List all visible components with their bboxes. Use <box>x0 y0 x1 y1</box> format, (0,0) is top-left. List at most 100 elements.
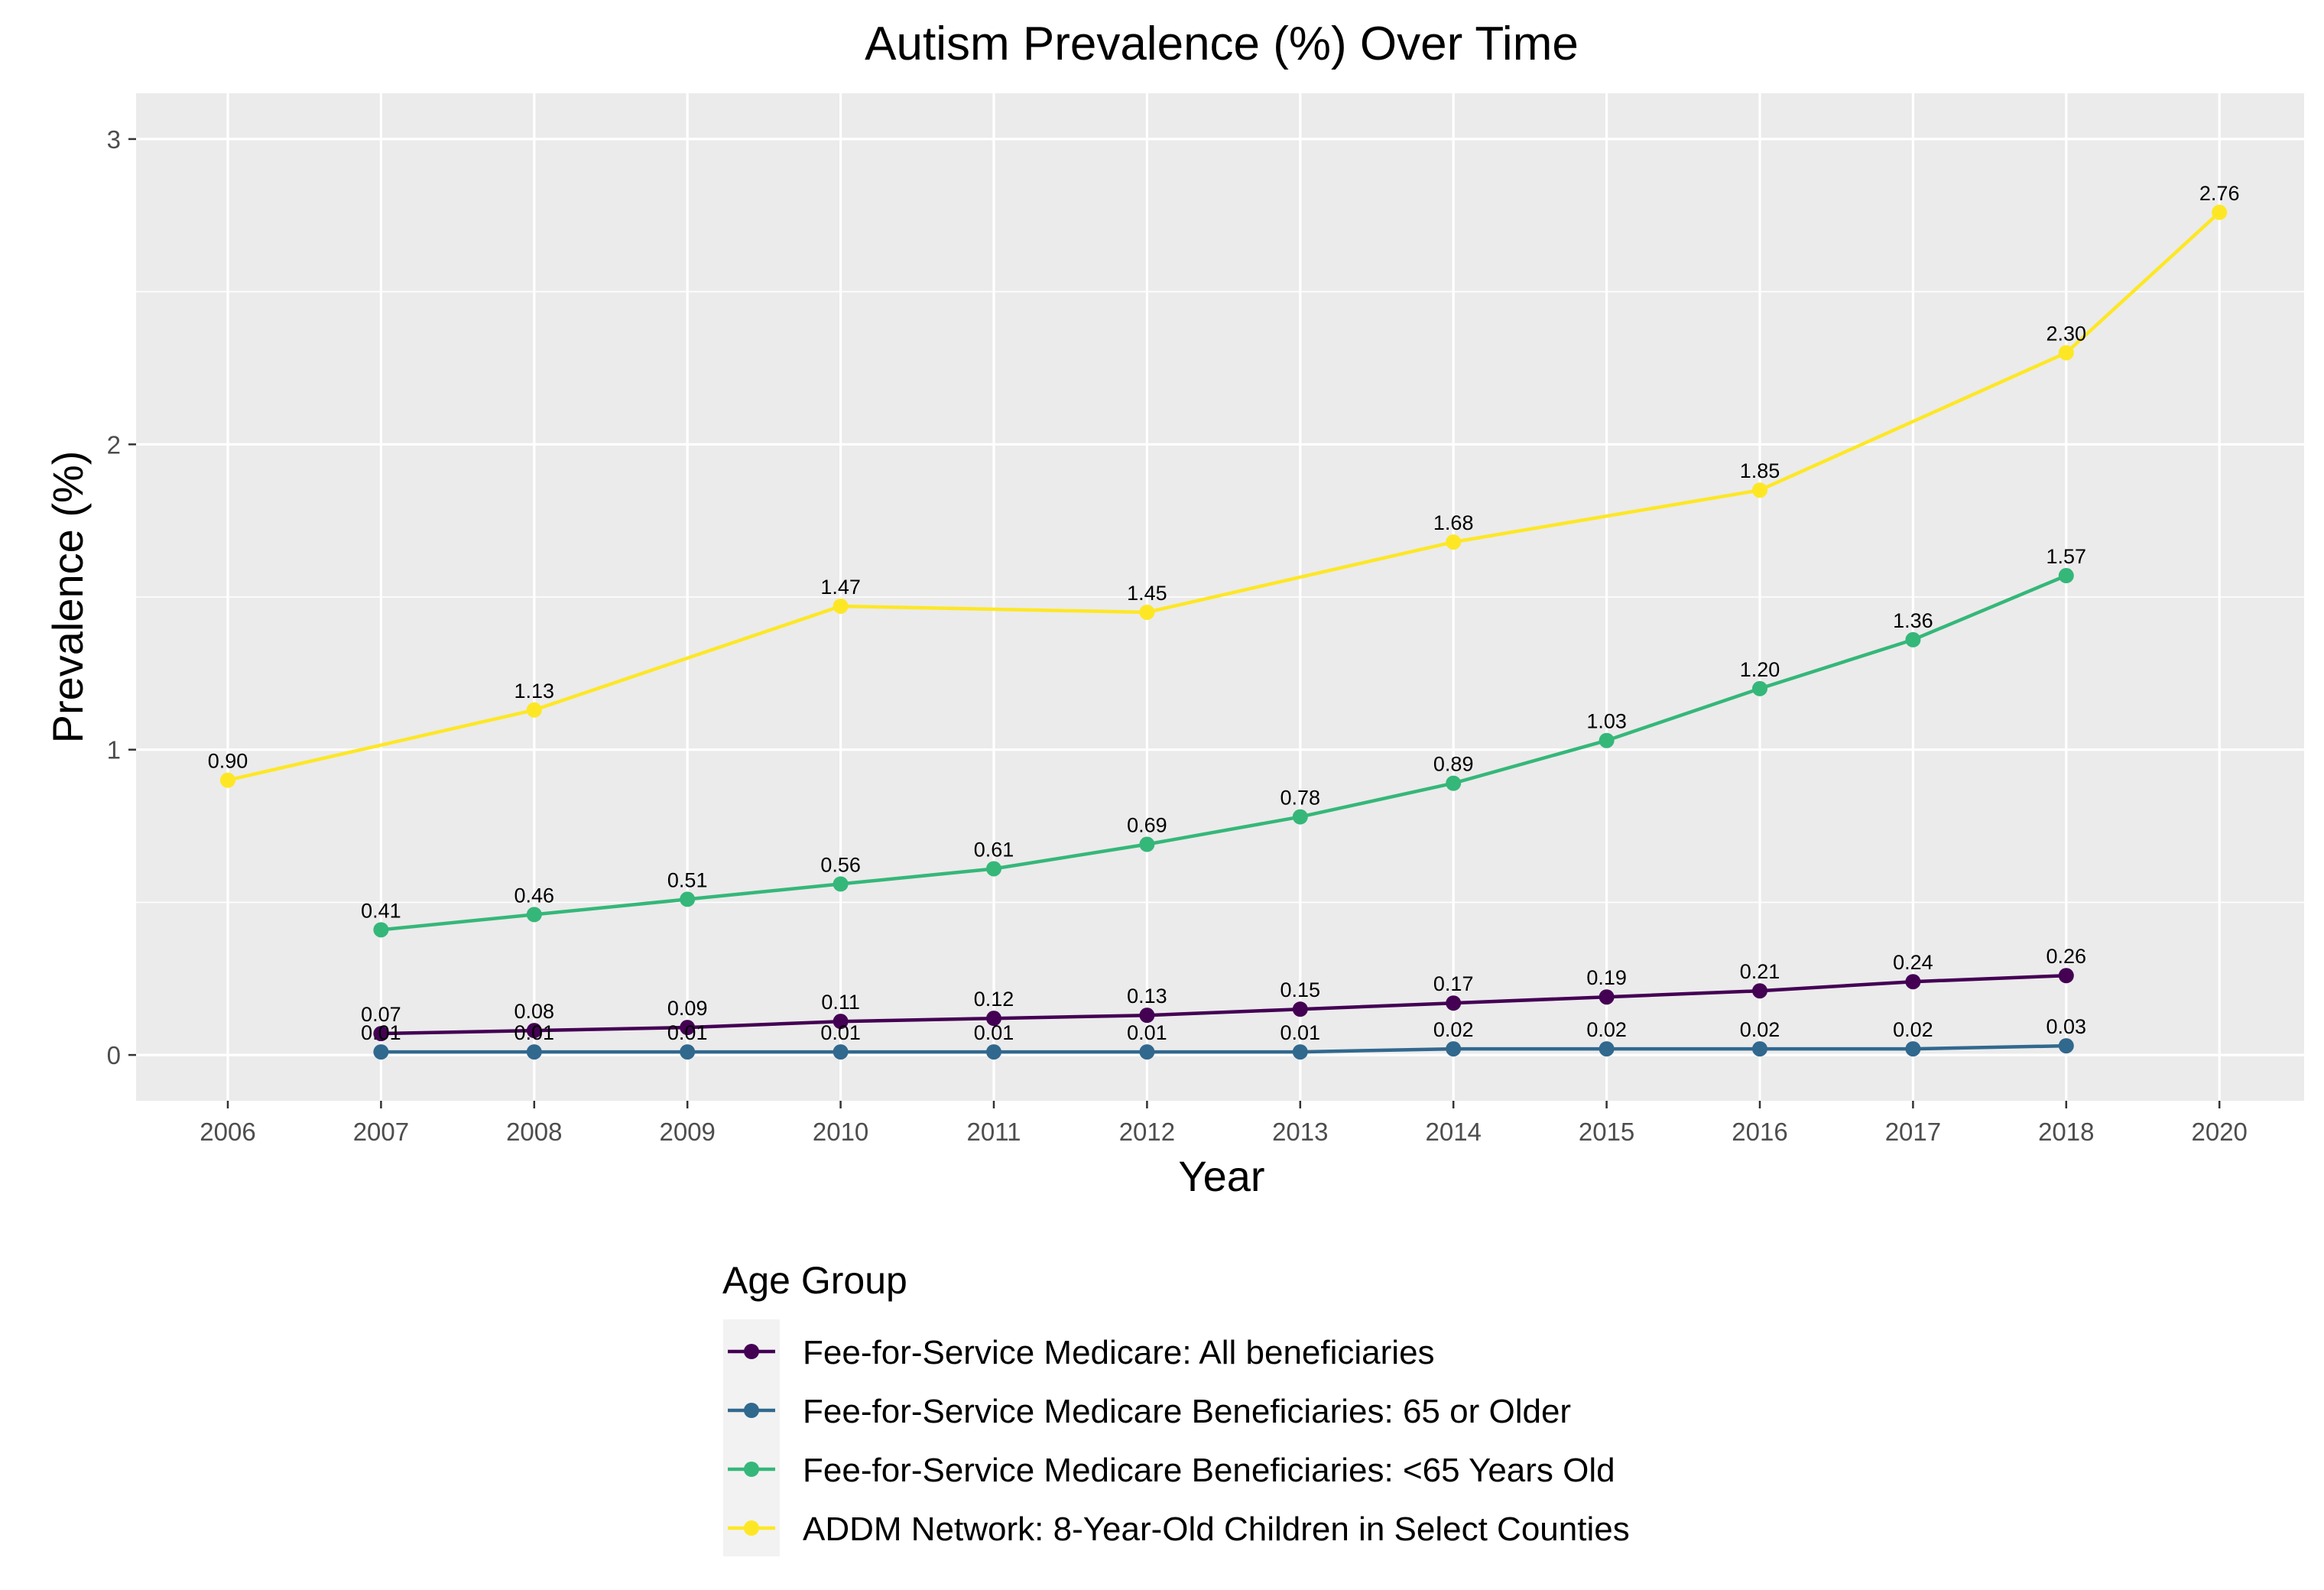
data-label: 0.19 <box>1586 966 1627 989</box>
data-label: 0.13 <box>1127 985 1167 1008</box>
data-point <box>1446 1041 1462 1057</box>
data-point <box>1599 732 1615 748</box>
data-label: 1.03 <box>1586 710 1627 733</box>
data-point <box>986 1044 1001 1060</box>
data-label: 0.61 <box>974 838 1014 861</box>
data-label: 0.90 <box>208 750 248 773</box>
data-label: 0.46 <box>514 884 555 907</box>
y-axis-title: Prevalence (%) <box>44 451 92 744</box>
series-line <box>381 973 2066 1036</box>
y-axis: 0 1 2 3 <box>107 125 136 1069</box>
legend: Age Group Fee-for-Service Medicare: All … <box>722 1259 1630 1556</box>
x-tick-label: 2017 <box>1885 1118 1941 1146</box>
legend-label: ADDM Network: 8-Year-Old Children in Sel… <box>803 1510 1630 1548</box>
data-label: 1.85 <box>1740 459 1780 482</box>
data-point <box>373 1026 389 1042</box>
data-label: 0.01 <box>1127 1021 1167 1044</box>
data-point <box>1139 604 1155 620</box>
data-point <box>1905 974 1921 990</box>
legend-label: Fee-for-Service Medicare Beneficiaries: … <box>803 1452 1615 1489</box>
data-label: 1.47 <box>820 576 861 599</box>
series-4 <box>220 204 2228 788</box>
legend-key-point <box>744 1462 759 1477</box>
data-labels: 0.07 0.08 0.09 0.11 0.12 0.13 0.15 0.17 0.19 0.21… <box>208 182 2240 1044</box>
data-point <box>833 1044 849 1060</box>
legend-item: Fee-for-Service Medicare Beneficiaries: … <box>728 1452 1615 1489</box>
legend-item: Fee-for-Service Medicare: All beneficiar… <box>728 1334 1435 1371</box>
series-line <box>381 573 2067 932</box>
data-point <box>1599 989 1615 1005</box>
data-point <box>2212 204 2228 220</box>
data-label: 0.01 <box>361 1021 401 1044</box>
data-point <box>680 891 696 907</box>
data-label: 0.01 <box>974 1021 1014 1044</box>
data-point <box>373 922 389 938</box>
chart-title: Autism Prevalence (%) Over Time <box>865 18 1579 70</box>
legend-item: ADDM Network: 8-Year-Old Children in Sel… <box>728 1510 1630 1548</box>
data-point <box>1905 1041 1921 1057</box>
data-point <box>1292 1044 1308 1060</box>
x-axis-title: Year <box>1178 1152 1264 1200</box>
data-label: 0.89 <box>1433 753 1474 776</box>
data-label: 1.57 <box>2046 545 2087 568</box>
x-tick-label: 2018 <box>2038 1118 2094 1146</box>
data-label: 0.56 <box>820 853 861 876</box>
data-point <box>1139 1044 1155 1060</box>
data-label: 0.11 <box>821 991 860 1014</box>
data-label: 2.30 <box>2046 322 2087 345</box>
legend-key-point <box>744 1344 759 1359</box>
x-tick-label: 2010 <box>813 1118 868 1146</box>
data-point <box>1752 680 1767 696</box>
y-tick-label: 2 <box>107 430 121 459</box>
series-line <box>227 211 2221 782</box>
data-point <box>526 702 542 718</box>
data-label: 0.26 <box>2046 945 2087 968</box>
data-point <box>1752 482 1767 498</box>
x-tick-label: 2011 <box>967 1118 1021 1146</box>
data-point <box>2058 1038 2074 1054</box>
series-3 <box>373 568 2074 938</box>
data-point <box>1292 809 1308 825</box>
x-tick-label: 2006 <box>200 1118 255 1146</box>
data-point <box>2058 568 2074 584</box>
x-tick-label: 2016 <box>1732 1118 1787 1146</box>
data-label: 0.78 <box>1280 787 1321 810</box>
data-label: 0.01 <box>1280 1021 1321 1044</box>
series-2 <box>373 1038 2074 1060</box>
data-label: 0.02 <box>1586 1018 1627 1041</box>
data-label: 1.36 <box>1893 609 1933 632</box>
data-label: 0.15 <box>1280 978 1321 1001</box>
data-point <box>1139 1008 1155 1024</box>
data-point <box>833 598 849 614</box>
data-point <box>526 907 542 923</box>
data-point <box>680 1020 696 1036</box>
legend-items: Fee-for-Service Medicare: All beneficiar… <box>728 1334 1630 1548</box>
legend-label: Fee-for-Service Medicare Beneficiaries: … <box>803 1393 1571 1430</box>
legend-item: Fee-for-Service Medicare Beneficiaries: … <box>728 1393 1571 1430</box>
data-point <box>1599 1041 1615 1057</box>
legend-key-point <box>744 1403 759 1418</box>
data-point <box>373 1044 389 1060</box>
data-label: 1.20 <box>1740 658 1780 681</box>
data-point <box>526 1044 542 1060</box>
data-label: 1.13 <box>514 680 555 703</box>
data-label: 0.08 <box>514 1000 555 1023</box>
data-point <box>680 1044 696 1060</box>
data-point <box>833 1014 849 1030</box>
series-lines <box>220 204 2228 1060</box>
y-tick-label: 3 <box>107 125 121 154</box>
data-label: 0.01 <box>667 1021 708 1044</box>
x-tick-label: 2013 <box>1272 1118 1328 1146</box>
data-point <box>2058 968 2074 984</box>
data-label: 0.02 <box>1740 1018 1780 1041</box>
data-point <box>1752 1041 1767 1057</box>
data-label: 0.02 <box>1433 1018 1474 1041</box>
data-point <box>220 772 235 788</box>
data-point <box>986 1011 1001 1027</box>
x-tick-label: 2008 <box>506 1118 562 1146</box>
x-tick-label: 2012 <box>1119 1118 1175 1146</box>
data-point <box>1446 995 1462 1011</box>
data-label: 0.12 <box>974 988 1014 1011</box>
data-point <box>986 861 1001 877</box>
